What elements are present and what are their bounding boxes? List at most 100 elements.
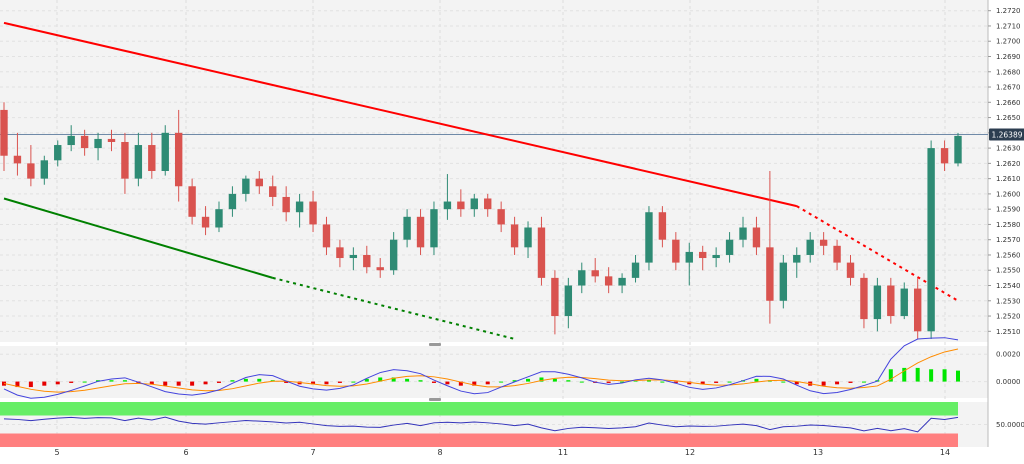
candle-down xyxy=(752,227,761,248)
last-price-label: 1.26389 xyxy=(991,131,1022,140)
candle-down xyxy=(537,227,546,278)
resistance-trendline-solid[interactable] xyxy=(3,21,797,208)
macd-histogram-bar-negative xyxy=(337,381,342,383)
candle-up xyxy=(954,135,962,164)
candle-up xyxy=(685,251,693,263)
candle-down xyxy=(363,254,371,268)
macd-histogram-bar-negative xyxy=(794,381,799,385)
macd-histogram-bar-positive xyxy=(82,381,87,383)
candle-up xyxy=(54,145,62,161)
macd-histogram-bar-positive xyxy=(539,377,544,382)
macd-histogram-bar-negative xyxy=(216,381,221,383)
candle-up xyxy=(242,178,250,194)
candle-up xyxy=(67,135,75,146)
price-tick-label: 1.2690 xyxy=(996,53,1021,61)
candle-down xyxy=(80,135,89,149)
price-tick-label: 1.2560 xyxy=(996,251,1021,259)
candle-down xyxy=(591,270,599,277)
x-tick-label: 12 xyxy=(685,448,695,457)
rsi-oversold-zone xyxy=(0,433,958,447)
candle-down xyxy=(510,224,519,248)
x-tick-label: 5 xyxy=(54,448,59,457)
price-tick-label: 1.2520 xyxy=(996,313,1021,321)
candle-down xyxy=(107,138,116,142)
macd-histogram-bar-positive xyxy=(257,378,262,382)
price-tick-label: 1.2530 xyxy=(996,297,1021,305)
macd-histogram-bar-positive xyxy=(861,381,866,383)
macd-histogram-bar-positive xyxy=(351,381,356,383)
macd-histogram-bar-positive xyxy=(122,380,127,382)
price-tick-label: 1.2660 xyxy=(996,99,1021,107)
macd-histogram-bar-positive xyxy=(378,377,383,382)
candle-down xyxy=(255,178,263,187)
price-tick-label: 1.2510 xyxy=(996,328,1021,336)
macd-histogram-bar-negative xyxy=(190,381,195,386)
macd-histogram-bar-positive xyxy=(888,369,893,382)
price-tick-label: 1.2550 xyxy=(996,267,1021,275)
macd-histogram-bar-negative xyxy=(835,381,840,385)
macd-histogram-bar-negative xyxy=(606,381,611,383)
support-trendline-solid[interactable] xyxy=(3,197,274,279)
candle-up xyxy=(793,254,801,263)
candle-up xyxy=(873,285,882,320)
candle-down xyxy=(887,285,895,317)
price-tick-label: 1.2710 xyxy=(996,22,1021,30)
macd-histogram-bar-negative xyxy=(69,381,74,383)
candle-down xyxy=(497,209,505,225)
candle-down xyxy=(860,277,868,320)
candle-up xyxy=(779,262,788,301)
price-tick-label: 1.2650 xyxy=(996,114,1021,122)
candle-down xyxy=(819,239,828,246)
candle-up xyxy=(927,148,935,332)
candle-down xyxy=(148,145,156,171)
candle-down xyxy=(0,109,8,156)
rsi-tick-label: 50.0000 xyxy=(996,421,1024,429)
candle-up xyxy=(94,138,102,149)
panel-resize-handle[interactable] xyxy=(429,343,441,346)
macd-histogram-bar-positive xyxy=(391,377,396,382)
price-tick-label: 1.2670 xyxy=(996,84,1021,92)
macd-histogram-bar-negative xyxy=(431,381,436,383)
candle-up xyxy=(215,209,223,228)
last-price-badge xyxy=(989,128,1024,141)
candle-up xyxy=(349,254,358,259)
candle-down xyxy=(604,276,613,286)
macd-histogram-bar-positive xyxy=(243,378,248,382)
macd-histogram-bar-positive xyxy=(109,380,114,382)
macd-histogram-bar-positive xyxy=(552,378,557,382)
candle-down xyxy=(551,277,559,317)
candle-up xyxy=(161,132,169,171)
macd-histogram-bar-negative xyxy=(163,381,168,386)
macd-histogram-bar-positive xyxy=(915,367,920,382)
price-tick-label: 1.2570 xyxy=(996,236,1021,244)
x-tick-label: 7 xyxy=(310,448,315,457)
macd-histogram-bar-positive xyxy=(512,380,517,382)
candle-down xyxy=(188,186,196,217)
price-tick-label: 1.2720 xyxy=(996,7,1021,15)
candle-up xyxy=(618,277,626,286)
macd-histogram-bar-positive xyxy=(942,369,947,382)
candle-up xyxy=(578,270,586,286)
panel-resize-handle[interactable] xyxy=(429,398,441,401)
macd-histogram-bar-negative xyxy=(848,381,853,383)
macd-line xyxy=(3,337,959,399)
price-tick-label: 1.2600 xyxy=(996,190,1021,198)
rsi-line xyxy=(3,416,959,433)
price-tick-label: 1.2590 xyxy=(996,206,1021,214)
macd-histogram-bar-positive xyxy=(929,369,934,382)
candle-down xyxy=(121,141,129,179)
macd-histogram-bar-negative xyxy=(15,381,20,388)
macd-histogram-bar-negative xyxy=(821,381,826,386)
candle-down xyxy=(416,216,425,248)
candle-up xyxy=(739,227,747,240)
candle-down xyxy=(940,148,949,164)
candle-up xyxy=(712,254,720,259)
macd-histogram-bar-negative xyxy=(176,381,181,386)
candle-up xyxy=(806,239,814,255)
macd-histogram-bar-negative xyxy=(445,381,450,385)
macd-histogram-bar-positive xyxy=(230,380,235,382)
macd-histogram-bar-negative xyxy=(472,381,477,386)
candle-down xyxy=(672,239,680,263)
candle-down xyxy=(376,267,384,271)
